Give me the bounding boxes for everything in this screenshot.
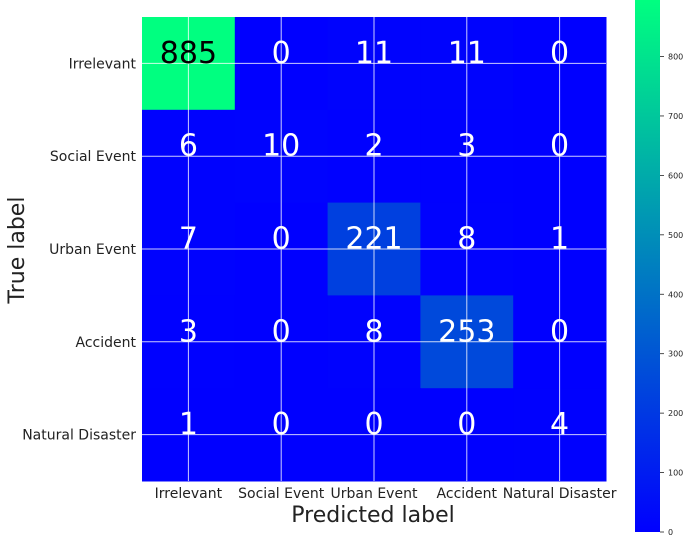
colorbar-ticks: 0 100 200 300 400 500 600 700 800 bbox=[660, 53, 683, 537]
y-axis-title: True label bbox=[5, 197, 30, 305]
cell-value: 253 bbox=[438, 314, 495, 349]
colorbar-tick-label: 200 bbox=[668, 409, 683, 418]
x-tick-label: Natural Disaster bbox=[503, 486, 617, 502]
cell-value: 0 bbox=[550, 314, 569, 349]
cell-value: 7 bbox=[179, 222, 198, 257]
x-axis-title: Predicted label bbox=[291, 503, 454, 528]
gridlines bbox=[142, 17, 606, 481]
y-tick-label: Accident bbox=[76, 335, 137, 351]
cell-value: 0 bbox=[550, 129, 569, 164]
cell-value: 2 bbox=[364, 129, 383, 164]
cell-value: 4 bbox=[550, 407, 569, 442]
colorbar-tick-label: 600 bbox=[668, 171, 683, 180]
colorbar-tick-label: 700 bbox=[668, 112, 683, 121]
cell-value: 1 bbox=[550, 222, 569, 257]
cell-value: 0 bbox=[272, 222, 291, 257]
x-tick-label: Irrelevant bbox=[155, 486, 223, 502]
x-tick-label: Urban Event bbox=[331, 486, 418, 502]
colorbar-tick-label: 0 bbox=[668, 528, 673, 537]
cell-value: 221 bbox=[345, 222, 402, 257]
cell-value: 3 bbox=[179, 314, 198, 349]
cell-value: 0 bbox=[272, 36, 291, 71]
x-tick-label: Social Event bbox=[238, 486, 325, 502]
cell-value: 885 bbox=[160, 36, 217, 71]
y-tick-label: Natural Disaster bbox=[22, 428, 136, 444]
cell-value: 6 bbox=[179, 129, 198, 164]
cell-value: 8 bbox=[364, 314, 383, 349]
colorbar bbox=[635, 0, 660, 532]
cell-value: 1 bbox=[179, 407, 198, 442]
cell-value: 0 bbox=[550, 36, 569, 71]
cell-value: 11 bbox=[448, 36, 486, 71]
colorbar-tick-label: 500 bbox=[668, 231, 683, 240]
cell-value: 0 bbox=[272, 407, 291, 442]
y-tick-label: Urban Event bbox=[49, 242, 136, 258]
x-tick-label: Accident bbox=[437, 486, 498, 502]
cell-value: 0 bbox=[364, 407, 383, 442]
cell-value: 8 bbox=[457, 222, 476, 257]
y-tick-label: Social Event bbox=[50, 149, 137, 165]
colorbar-tick-label: 300 bbox=[668, 350, 683, 359]
y-tick-labels: Irrelevant Social Event Urban Event Acciden… bbox=[22, 56, 136, 443]
cell-value: 11 bbox=[355, 36, 393, 71]
cell-value: 3 bbox=[457, 129, 476, 164]
cell-value-labels: 885 0 11 11 06 10 2 3 07 0 221 8 13 0 8 253 01 0 0 0 4 bbox=[160, 36, 569, 442]
colorbar-tick-label: 100 bbox=[668, 469, 683, 478]
colorbar-tick-label: 400 bbox=[668, 290, 683, 299]
y-tick-label: Irrelevant bbox=[69, 56, 137, 72]
cell-value: 0 bbox=[457, 407, 476, 442]
cell-value: 0 bbox=[272, 314, 291, 349]
cell-value: 10 bbox=[262, 129, 300, 164]
x-tick-labels: Irrelevant Social Event Urban Event Acciden… bbox=[155, 486, 617, 502]
colorbar-tick-label: 800 bbox=[668, 53, 683, 62]
